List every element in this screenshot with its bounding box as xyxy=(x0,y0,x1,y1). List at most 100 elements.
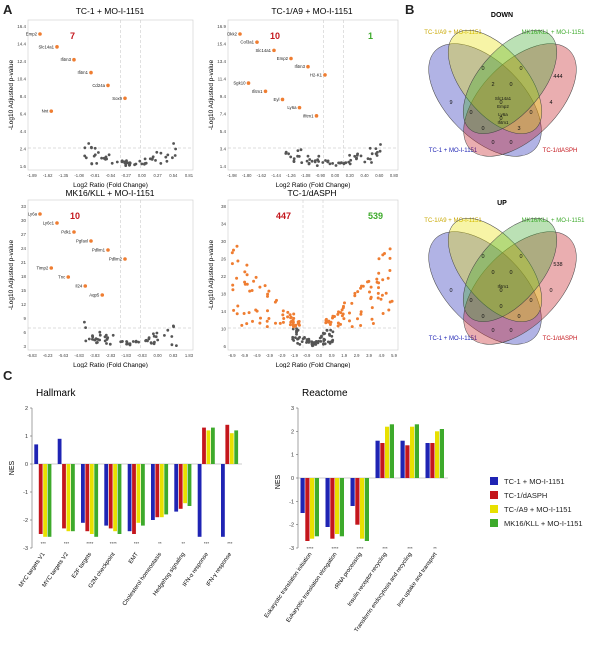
data-point xyxy=(165,159,169,163)
y-tick-label: 33 xyxy=(21,204,27,209)
data-point xyxy=(267,289,271,293)
gene-label: Cd24a xyxy=(92,83,105,88)
data-point xyxy=(126,342,129,346)
venn-region-count: 538 xyxy=(553,262,562,268)
data-point xyxy=(289,155,293,159)
data-point xyxy=(388,247,392,251)
data-point xyxy=(315,164,319,168)
data-point xyxy=(320,334,323,338)
data-point xyxy=(353,291,357,295)
data-point xyxy=(265,325,269,329)
bar xyxy=(310,478,315,539)
y-tick-label: 10 xyxy=(221,327,227,332)
venn-set-ellipse xyxy=(428,43,542,157)
significant-point xyxy=(255,40,259,44)
data-point xyxy=(310,159,314,163)
data-point xyxy=(319,340,323,343)
data-point xyxy=(278,321,282,325)
x-tick-label: -0.9 xyxy=(303,353,311,358)
data-point xyxy=(300,161,304,165)
data-point xyxy=(288,323,292,327)
data-point xyxy=(356,152,359,156)
bar xyxy=(425,443,430,478)
significant-point xyxy=(89,239,93,243)
data-point xyxy=(359,324,363,327)
x-tick-label: -3.9 xyxy=(266,353,274,358)
data-point xyxy=(305,339,309,343)
venn-set-ellipse xyxy=(462,217,558,323)
data-point xyxy=(123,161,127,165)
x-tick-label: -1.35 xyxy=(59,173,69,178)
legend-swatch xyxy=(490,491,498,499)
significant-point xyxy=(66,275,71,279)
data-point xyxy=(128,342,132,346)
data-point xyxy=(297,155,301,158)
data-point xyxy=(284,150,288,154)
data-point xyxy=(245,322,249,326)
legend-swatch xyxy=(490,477,498,485)
data-point xyxy=(289,316,293,320)
gene-label: Ly6a xyxy=(287,105,297,110)
gene-label: Pdk1 xyxy=(61,230,71,235)
data-point xyxy=(155,150,159,154)
y-tick-label: 6 xyxy=(223,344,226,349)
data-point xyxy=(235,276,239,280)
legend-item: TC-/A9 + MO-I-1151 xyxy=(490,502,583,516)
data-point xyxy=(348,319,351,323)
y-tick-label: 3 xyxy=(291,406,294,412)
data-point xyxy=(342,304,345,308)
data-point xyxy=(152,334,156,338)
y-tick-label: 1 xyxy=(25,434,28,440)
significant-point xyxy=(289,56,293,61)
x-tick-label: -5.63 xyxy=(59,353,69,358)
data-point xyxy=(115,160,119,164)
data-point xyxy=(328,162,332,166)
data-point xyxy=(87,142,91,145)
y-tick-label: 18 xyxy=(21,274,27,279)
data-point xyxy=(331,340,334,344)
gene-label: Ly6a xyxy=(28,212,38,217)
legend-item: TC-1 + MO-I-1151 xyxy=(490,474,583,488)
y-tick-label: 30 xyxy=(221,239,227,244)
x-tick-label: -1.98 xyxy=(227,173,237,178)
y-tick-label: 1.4 xyxy=(220,164,227,169)
data-point xyxy=(235,244,239,248)
venn-region-count: 0 xyxy=(519,254,522,260)
venn-region-count: 0 xyxy=(519,66,522,72)
x-tick-label: 0.60 xyxy=(375,173,384,178)
y-axis-label: -Log10 Adjusted p-value xyxy=(8,240,15,310)
y-axis-label: NES xyxy=(9,460,16,475)
data-point xyxy=(377,281,381,285)
data-point xyxy=(259,316,262,320)
category-label: rRNA processing xyxy=(334,552,364,591)
data-point xyxy=(291,335,295,339)
data-point xyxy=(347,160,351,164)
gene-label: Ifitm1 xyxy=(252,89,263,94)
significant-point xyxy=(49,109,54,113)
data-point xyxy=(152,332,155,336)
data-point xyxy=(374,152,378,156)
venn-set-label: MK16/KLL + MO-I-1151 xyxy=(522,218,586,224)
x-tick-label: -0.54 xyxy=(106,173,116,178)
data-point xyxy=(166,153,170,157)
bar xyxy=(62,464,66,529)
data-point xyxy=(172,142,176,145)
data-point xyxy=(369,285,373,289)
x-tick-label: 0.00 xyxy=(154,353,163,358)
data-point xyxy=(91,335,95,339)
data-point xyxy=(359,154,363,158)
data-point xyxy=(133,163,137,167)
data-point xyxy=(381,278,385,282)
data-point xyxy=(316,158,320,162)
y-tick-label: 24 xyxy=(21,246,27,251)
venn-set-label: TC-1/A9 + MO-I-1151 xyxy=(424,218,482,224)
venn-region-count: 0 xyxy=(499,100,502,106)
data-point xyxy=(344,161,348,165)
data-point xyxy=(90,146,93,150)
data-point xyxy=(146,339,149,343)
data-point xyxy=(380,293,384,297)
chart-title: Hallmark xyxy=(36,388,76,399)
data-point xyxy=(170,343,174,347)
y-tick-label: -2 xyxy=(289,523,294,529)
data-point xyxy=(170,335,174,338)
